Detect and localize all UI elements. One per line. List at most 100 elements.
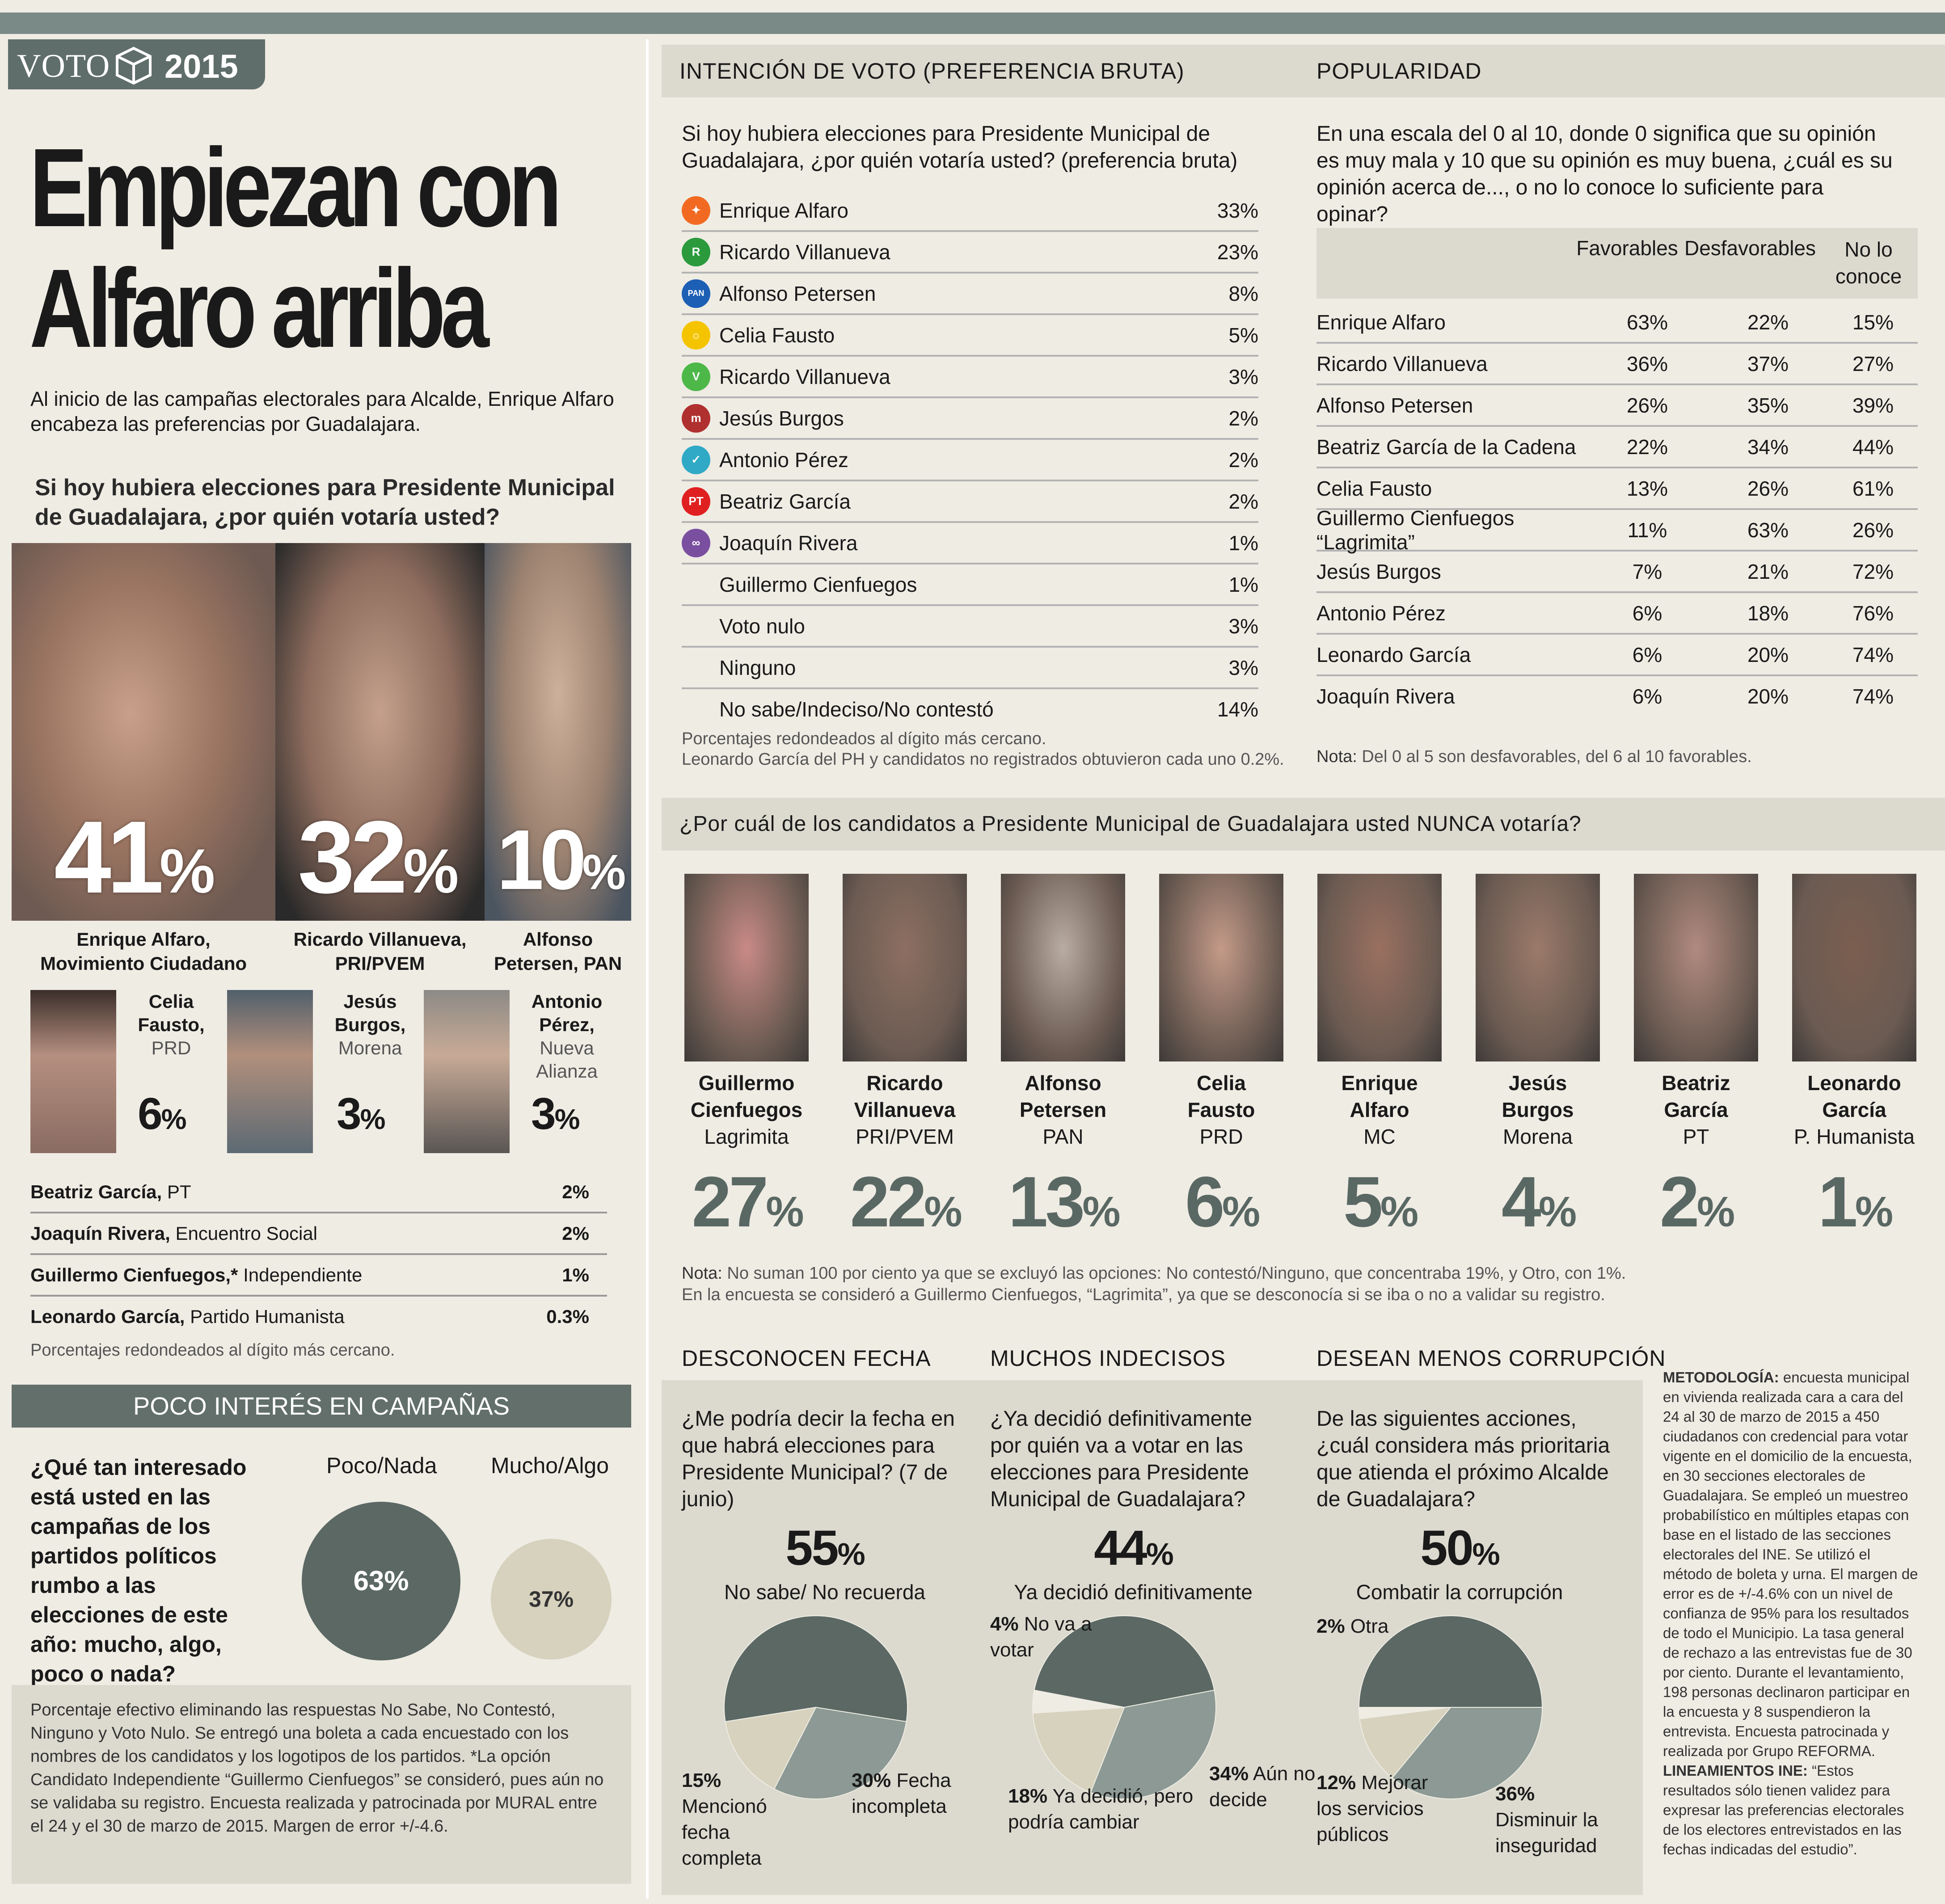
pri-icon: R bbox=[682, 237, 710, 266]
pie-label: 15% Mencionó fecha completa bbox=[682, 1768, 798, 1871]
intencion-note-1: Porcentajes redondeados al dígito más ce… bbox=[682, 729, 1046, 748]
pop-desfavorables: 35% bbox=[1747, 393, 1789, 417]
candidate-name: No sabe/Indeciso/No contestó bbox=[719, 697, 994, 721]
table-row: Beatriz García de la Cadena 22% 34% 44% bbox=[1316, 427, 1918, 468]
candidate-party: PT bbox=[1683, 1125, 1709, 1148]
table-row: Jesús Burgos 7% 21% 72% bbox=[1316, 552, 1918, 593]
nunca-note: Nota: No suman 100 por ciento ya que se … bbox=[682, 1263, 1889, 1306]
pop-desfavorables: 34% bbox=[1747, 435, 1789, 459]
pie-chart bbox=[724, 1615, 908, 1799]
pct-sign: % bbox=[1380, 1188, 1418, 1236]
intencion-question: Si hoy hubiera elecciones para President… bbox=[682, 122, 1238, 173]
candidate-party: P. Humanista bbox=[1793, 1125, 1915, 1148]
pie-label: 34% Aún no decide bbox=[1209, 1761, 1325, 1813]
nunca-note-label: Nota: bbox=[682, 1264, 722, 1283]
candidate-name: Beatriz García bbox=[719, 489, 851, 513]
candidate-party: PRD bbox=[1199, 1125, 1243, 1148]
pct-sign: % bbox=[1082, 1188, 1120, 1236]
candidate-photo bbox=[1792, 874, 1916, 1062]
table-row: ✓ Antonio Pérez 2% bbox=[682, 440, 1258, 481]
fausto-text: Celia Fausto, PRD bbox=[124, 990, 218, 1060]
col-no-lo-conoce: No lo conoce bbox=[1835, 238, 1902, 288]
candidate-photo bbox=[1001, 874, 1125, 1062]
burgos-name-2: Burgos, bbox=[334, 1014, 406, 1035]
candidate-nunca-pct: 2% bbox=[1624, 1161, 1768, 1243]
perez-name-2: Pérez, bbox=[539, 1014, 595, 1035]
nunca-candidates: Guillermo Cienfuegos Lagrimita 27% Ricardo Vi… bbox=[675, 874, 1927, 1267]
table-row: Antonio Pérez 6% 18% 76% bbox=[1316, 593, 1918, 635]
candidate-name: Ricardo Villanueva bbox=[719, 365, 890, 388]
rest-pct: 2% bbox=[562, 1181, 589, 1202]
pie-slice bbox=[773, 1706, 907, 1799]
fausto-party: PRD bbox=[151, 1037, 191, 1058]
caption-alfaro-party: Movimiento Ciudadano bbox=[40, 953, 247, 974]
pct-sign: % bbox=[1538, 1188, 1577, 1236]
mid-candidate-perez: Antonio Pérez, Nueva Alianza 3% bbox=[424, 990, 620, 1155]
column-divider bbox=[646, 39, 649, 1899]
caption-villanueva: Ricardo Villanueva, PRI/PVEM bbox=[275, 927, 485, 976]
candidate-pct: 14% bbox=[1217, 697, 1258, 721]
pie-big-stat: 50% bbox=[1375, 1520, 1544, 1576]
caption-petersen: Alfonso Petersen, PAN bbox=[485, 927, 631, 976]
nunca-header: ¿Por cuál de los candidatos a Presidente… bbox=[662, 798, 1945, 851]
pie-slice bbox=[1358, 1615, 1543, 1708]
pie-label: 2% Otra bbox=[1316, 1613, 1433, 1639]
caption-villanueva-party: PRI/PVEM bbox=[335, 953, 425, 974]
mid-candidate-burgos: Jesús Burgos, Morena 3% bbox=[227, 990, 424, 1155]
pie-label-pct: 34% bbox=[1209, 1763, 1249, 1785]
table-row: ☼ Celia Fausto 5% bbox=[682, 315, 1258, 357]
rest-pct: 2% bbox=[562, 1222, 589, 1244]
pie-label: 4% No va a votar bbox=[990, 1611, 1106, 1663]
pop-no-conoce: 44% bbox=[1852, 435, 1894, 459]
pop-favorables: 6% bbox=[1632, 643, 1662, 666]
candidate-name: Celia Fausto bbox=[719, 323, 835, 347]
footnote-box: Porcentaje efectivo eliminando las respu… bbox=[12, 1685, 631, 1884]
candidate-pct: 3% bbox=[1228, 656, 1258, 679]
headline-line-1: Empiezan con bbox=[30, 125, 562, 250]
pie-big-label: Ya decidió definitivamente bbox=[1014, 1580, 1253, 1604]
pct-sign: % bbox=[1222, 1188, 1260, 1236]
pie-slice bbox=[1391, 1707, 1543, 1799]
pop-desfavorables: 18% bbox=[1747, 601, 1789, 625]
nunca-candidate: Ricardo Villanueva PRI/PVEM 22% bbox=[833, 874, 976, 1243]
pop-desfavorables: 37% bbox=[1747, 352, 1789, 375]
nunca-candidate: Celia Fausto PRD 6% bbox=[1150, 874, 1293, 1243]
perez-pct-value: 3 bbox=[531, 1089, 556, 1139]
pct-petersen-value: 10 bbox=[497, 813, 586, 907]
table-row: Ricardo Villanueva 36% 37% 27% bbox=[1316, 344, 1918, 385]
pie-label-text: Mejorar los servicios públicos bbox=[1316, 1772, 1428, 1845]
pie-big-value: 55 bbox=[785, 1521, 839, 1575]
pie-label-text: Fecha incompleta bbox=[852, 1769, 951, 1817]
pie-label-pct: 18% bbox=[1008, 1785, 1048, 1807]
candidate-pct: 2% bbox=[1228, 448, 1258, 472]
table-row: Voto nulo 3% bbox=[682, 606, 1258, 648]
pop-favorables: 7% bbox=[1632, 560, 1662, 583]
list-item: Guillermo Cienfuegos,* Independiente 1% bbox=[30, 1255, 607, 1297]
pop-favorables: 6% bbox=[1632, 601, 1662, 625]
table-row: Guillermo Cienfuegos 1% bbox=[682, 564, 1258, 606]
pop-name: Alfonso Petersen bbox=[1316, 393, 1473, 417]
pop-favorables: 36% bbox=[1626, 352, 1668, 375]
candidate-photo bbox=[684, 874, 809, 1062]
fausto-name-2: Fausto, bbox=[138, 1014, 205, 1035]
candidate-last-name: Fausto bbox=[1187, 1098, 1255, 1121]
pie-question: De las siguientes acciones, ¿cuál consid… bbox=[1316, 1407, 1610, 1511]
table-row: Alfonso Petersen 26% 35% 39% bbox=[1316, 385, 1918, 427]
pie-slice bbox=[1032, 1689, 1125, 1714]
rest-name: Leonardo García, Partido Humanista bbox=[30, 1306, 345, 1327]
pop-favorables: 22% bbox=[1626, 435, 1668, 459]
candidate-last-name: Alfaro bbox=[1350, 1098, 1409, 1121]
fausto-pct-value: 6 bbox=[138, 1089, 163, 1139]
nunca-note-1: No suman 100 por ciento ya que se excluy… bbox=[727, 1264, 1626, 1283]
pie-label-text: No va a votar bbox=[990, 1613, 1092, 1661]
col-desfavorables: Desfavorables bbox=[1684, 236, 1816, 260]
photo-enrique-alfaro bbox=[12, 543, 275, 921]
rest-pct: 0.3% bbox=[546, 1306, 589, 1327]
burgos-text: Jesús Burgos, Morena bbox=[321, 990, 419, 1060]
interest-bubble-mucho: 37% bbox=[491, 1539, 612, 1660]
pie-big-stat: 44% bbox=[1048, 1520, 1218, 1576]
pie-label-text: Aún no decide bbox=[1209, 1763, 1316, 1811]
encuentro-social-icon: ∞ bbox=[682, 528, 710, 557]
pie-label: 12% Mejorar los servicios públicos bbox=[1316, 1770, 1433, 1848]
candidate-pct: 3% bbox=[1228, 365, 1258, 388]
